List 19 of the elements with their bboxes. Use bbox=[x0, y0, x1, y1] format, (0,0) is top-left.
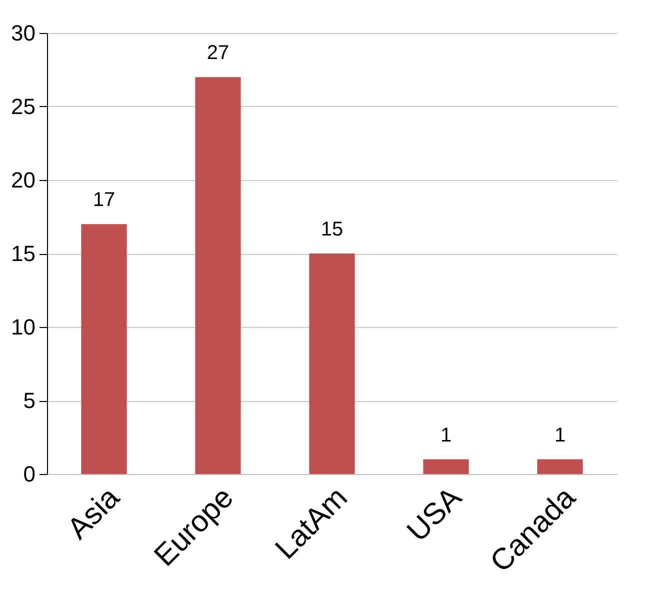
bar bbox=[309, 254, 355, 474]
data-label: 1 bbox=[440, 424, 452, 446]
y-tick-label: 15 bbox=[11, 241, 36, 266]
y-tick-label: 5 bbox=[23, 388, 36, 413]
data-label: 17 bbox=[92, 189, 116, 212]
bar bbox=[81, 224, 127, 474]
y-tick-label: 25 bbox=[11, 94, 36, 119]
data-label: 1 bbox=[554, 424, 566, 446]
bar bbox=[423, 459, 469, 474]
x-tick-label: USA bbox=[400, 481, 468, 548]
y-tick-label: 0 bbox=[23, 462, 36, 486]
y-tick-label: 30 bbox=[11, 20, 36, 46]
bar bbox=[195, 77, 241, 474]
x-tick-label: Asia bbox=[61, 480, 126, 546]
data-label: 15 bbox=[320, 218, 344, 240]
data-label: 27 bbox=[206, 42, 230, 64]
y-tick-label: 20 bbox=[11, 168, 36, 192]
y-tick-label: 10 bbox=[11, 314, 36, 340]
bar bbox=[537, 459, 583, 474]
